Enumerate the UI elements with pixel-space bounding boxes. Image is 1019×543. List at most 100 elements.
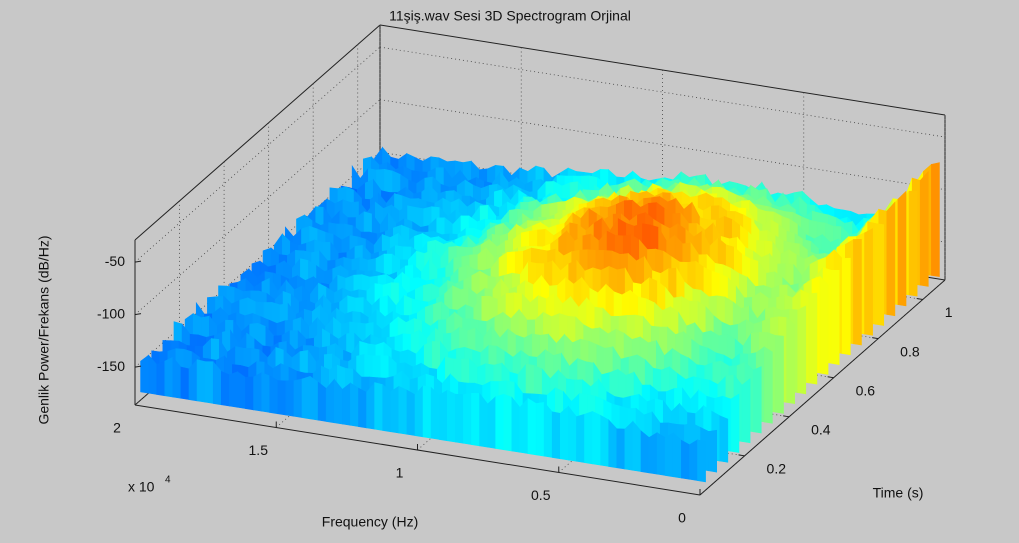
surface (140, 146, 940, 483)
z-axis-label: Genlik Power/Frekans (dB/Hz) (36, 235, 52, 424)
surface-patch (253, 372, 262, 412)
surface-patch (398, 385, 408, 435)
surface-patch (730, 393, 740, 453)
surface-patch (864, 228, 873, 336)
surface-patch (374, 382, 384, 431)
surface-patch (576, 413, 585, 463)
surface-patch (681, 439, 690, 480)
x-axis-label: Frequency (Hz) (322, 514, 418, 530)
z-tick-label: -50 (105, 253, 125, 269)
surface-patch (164, 356, 174, 398)
y-tick-label: 0.4 (811, 422, 831, 438)
surface-patch (406, 389, 416, 436)
surface-patch (919, 170, 929, 287)
surface-patch (180, 366, 190, 400)
surface-patch (886, 201, 896, 317)
surface-patch (269, 375, 279, 415)
surface-patch (438, 389, 448, 442)
surface-patch (342, 382, 351, 426)
surface-patch (559, 405, 569, 461)
box-edge (134, 24, 381, 241)
surface-patch (301, 376, 311, 420)
surface-patch (229, 371, 238, 408)
x-tick-label: 2 (113, 420, 121, 436)
grid-line (379, 99, 946, 191)
surface-patch (616, 428, 626, 470)
surface-patch (656, 432, 666, 476)
y-axis-label: Time (s) (873, 485, 924, 501)
y-tick-label: 0.6 (856, 382, 876, 398)
y-tick (827, 376, 834, 379)
surface-patch (786, 316, 795, 405)
surface-patch (519, 397, 529, 454)
y-tick (916, 298, 923, 301)
surface-patch (220, 370, 230, 407)
surface-patch (358, 387, 367, 429)
surface-patch (908, 190, 918, 297)
surface-patch (764, 346, 773, 424)
surface-patch (382, 383, 392, 433)
surface-patch (535, 401, 545, 457)
surface-patch (237, 371, 246, 409)
surface-patch (648, 432, 658, 475)
surface-patch (511, 396, 521, 453)
grid-line (379, 46, 946, 138)
surface-patch (495, 393, 505, 451)
x-tick-label: 1.5 (249, 442, 269, 458)
surface-patch (414, 384, 424, 438)
x-tick-label: 1 (396, 465, 404, 481)
surface-patch (543, 401, 553, 458)
surface-patch (708, 429, 718, 473)
surface-patch (309, 375, 319, 421)
surface-patch (285, 380, 295, 417)
surface-patch (140, 354, 149, 394)
surface-patch (752, 366, 762, 434)
surface-patch (931, 162, 940, 277)
x-tick-label: 0.5 (531, 487, 551, 503)
surface-patch (350, 382, 359, 427)
surface-patch (689, 439, 698, 481)
surface-patch (584, 411, 593, 465)
surface-patch (830, 269, 840, 365)
surface-patch (775, 335, 784, 414)
surface-patch (430, 386, 440, 440)
surface-patch (608, 419, 618, 469)
y-tick (783, 415, 790, 418)
surface-patch (527, 397, 537, 456)
surface-patch (551, 411, 561, 460)
surface-patch (719, 415, 729, 463)
surface-patch (600, 414, 610, 467)
z-tick-label: -150 (97, 358, 125, 374)
y-tick (872, 337, 879, 340)
surface-patch (853, 238, 862, 346)
surface-patch (422, 385, 432, 439)
surface-patch (592, 410, 601, 466)
surface-patch (204, 361, 214, 404)
x-scale-exponent: 4 (165, 475, 171, 486)
y-tick-label: 1 (945, 304, 953, 320)
z-tick (134, 313, 142, 316)
surface-patch (819, 275, 829, 375)
surface-patch (664, 432, 674, 478)
surface-patch (261, 372, 271, 413)
surface-patch (196, 359, 206, 403)
surface-patch (455, 393, 464, 444)
x-tick-label: 0 (678, 510, 686, 526)
surface-patch (697, 439, 706, 483)
surface-patch (293, 378, 303, 418)
surface-patch (841, 257, 851, 356)
y-tick (738, 454, 745, 457)
chart-title: 11şiş.wav Sesi 3D Spectrogram Orjinal (389, 8, 631, 24)
surface-patch (640, 430, 650, 474)
z-tick-label: -100 (97, 305, 125, 321)
box-edge (379, 24, 946, 116)
surface-patch (487, 396, 497, 449)
surface-patch (808, 292, 818, 385)
surface-patch (446, 389, 456, 443)
surface-patch (463, 392, 472, 445)
surface-patch (797, 305, 807, 395)
surface-patch (503, 393, 513, 452)
surface-patch (245, 376, 254, 411)
surface-patch (390, 385, 400, 434)
